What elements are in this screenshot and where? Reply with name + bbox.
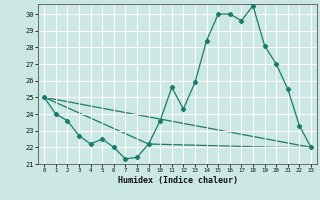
X-axis label: Humidex (Indice chaleur): Humidex (Indice chaleur) bbox=[118, 176, 238, 185]
